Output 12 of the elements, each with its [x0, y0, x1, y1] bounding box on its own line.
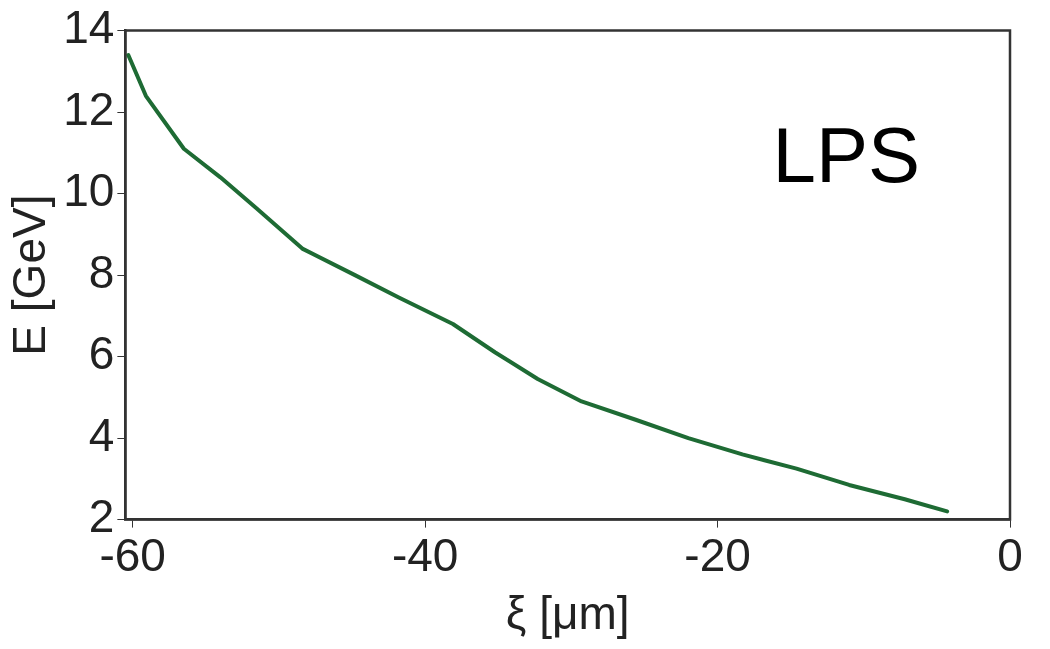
- x-axis-title: ξ [μm]: [505, 587, 630, 640]
- y-tick-label: 8: [88, 245, 115, 298]
- x-tick-label: -40: [391, 528, 459, 581]
- y-tick-label: 10: [63, 164, 115, 217]
- y-tick-label: 6: [88, 327, 115, 380]
- x-tick-label: -20: [684, 528, 751, 581]
- y-tick-label: 14: [63, 1, 115, 54]
- y-tick-label: 12: [63, 82, 115, 135]
- x-tick-label: 0: [997, 528, 1023, 581]
- y-tick-label: 4: [88, 408, 115, 461]
- y-axis-title: E [GeV]: [3, 194, 56, 356]
- annotation: LPS: [772, 111, 920, 200]
